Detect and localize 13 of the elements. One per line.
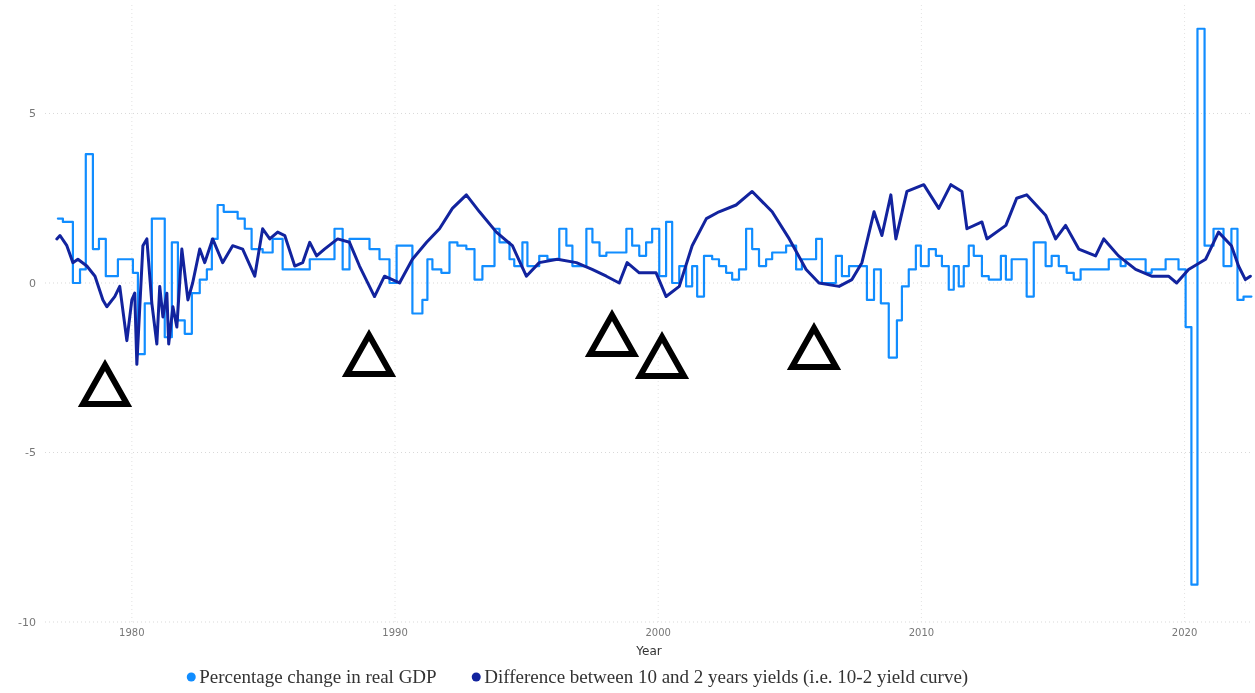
y-tick-label: -10 [18,615,36,629]
line-series [55,183,1252,366]
x-tick-label: 1990 [382,627,408,638]
legend-label: Percentage change in real GDP [199,666,437,687]
y-tick-label: -5 [25,446,36,460]
x-tick-label: 2010 [908,627,935,638]
x-tick-label: 2000 [645,627,671,638]
legend-label: Difference between 10 and 2 years yields (i.e. 10-2 yield curve) [484,666,969,688]
y-tick-label: 0 [29,276,36,290]
y-tick-label: 5 [29,107,36,121]
x-tick-label: 1980 [119,627,145,638]
x-axis-title: Year [635,644,662,658]
x-tick-label: 2020 [1171,627,1198,638]
